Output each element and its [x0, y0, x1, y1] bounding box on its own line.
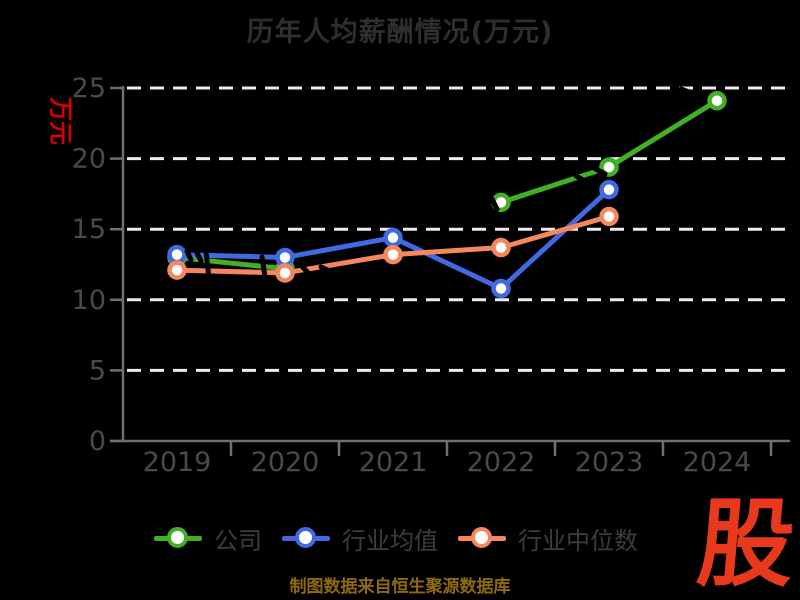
- legend-item-industry-mean: 行业均值: [282, 521, 438, 556]
- legend: 公司 行业均值 行业中位数: [154, 521, 638, 555]
- data-point-marker: [167, 244, 187, 265]
- legend-label-company: 公司: [214, 526, 262, 555]
- data-point-marker: [275, 247, 295, 268]
- y-tick-label: 25: [72, 73, 106, 104]
- watermark-mark: [194, 250, 204, 264]
- data-point-marker: [491, 237, 511, 258]
- data-point-marker: [599, 157, 619, 177]
- watermark-mark: [294, 258, 314, 279]
- series-line: [174, 254, 288, 272]
- x-tick-label: 2019: [143, 447, 212, 478]
- legend-label-industry-mean: 行业均值: [342, 526, 438, 555]
- legend-dot-icon: [167, 527, 188, 548]
- y-tick-label: 20: [72, 144, 106, 175]
- data-point-marker: [383, 227, 403, 248]
- watermark-mark: [678, 86, 700, 98]
- legend-item-industry-median: 行业中位数: [458, 521, 638, 556]
- watermark-mark: [489, 196, 500, 212]
- watermark-mark: [591, 165, 608, 177]
- data-point-marker: [491, 278, 511, 299]
- data-point-marker: [599, 206, 619, 227]
- x-tick-label: 2020: [251, 447, 320, 478]
- watermark-mark: [184, 248, 194, 263]
- y-tick-label: 15: [72, 214, 106, 245]
- legend-marker-company-icon: [154, 526, 202, 550]
- legend-dot-icon: [295, 527, 316, 548]
- chart-title: 历年人均薪酬情况(万元): [246, 17, 554, 48]
- legend-label-industry-median: 行业中位数: [518, 526, 638, 555]
- legend-dot-icon: [471, 527, 492, 548]
- x-tick-label: 2023: [575, 447, 644, 478]
- watermark-mark: [573, 173, 588, 184]
- line-chart-plot: 0 5 10 15 20 25 2019 2020 2021 2022 2023 2024: [72, 73, 790, 478]
- data-point-marker: [167, 260, 187, 280]
- data-point-marker: [383, 244, 403, 265]
- legend-marker-industry-mean-icon: [282, 526, 330, 550]
- data-point-marker: [599, 179, 619, 200]
- watermark-mark: [259, 254, 268, 280]
- y-tick-label: 0: [89, 426, 106, 457]
- watermark-mark: [318, 264, 338, 276]
- data-source-note: 制图数据来自恒生聚源数据库: [289, 577, 511, 597]
- x-tick-label: 2024: [683, 447, 752, 478]
- logo-gu: 股: [693, 488, 799, 600]
- data-point-marker: [275, 263, 295, 283]
- legend-item-company: 公司: [154, 521, 262, 556]
- y-tick-label: 5: [89, 355, 106, 386]
- data-point-marker: [707, 90, 727, 111]
- legend-marker-industry-median-icon: [458, 526, 506, 550]
- x-tick-label: 2022: [467, 447, 536, 478]
- y-tick-label: 10: [72, 285, 106, 316]
- x-tick-label: 2021: [359, 447, 428, 478]
- watermark-mark: [203, 248, 212, 282]
